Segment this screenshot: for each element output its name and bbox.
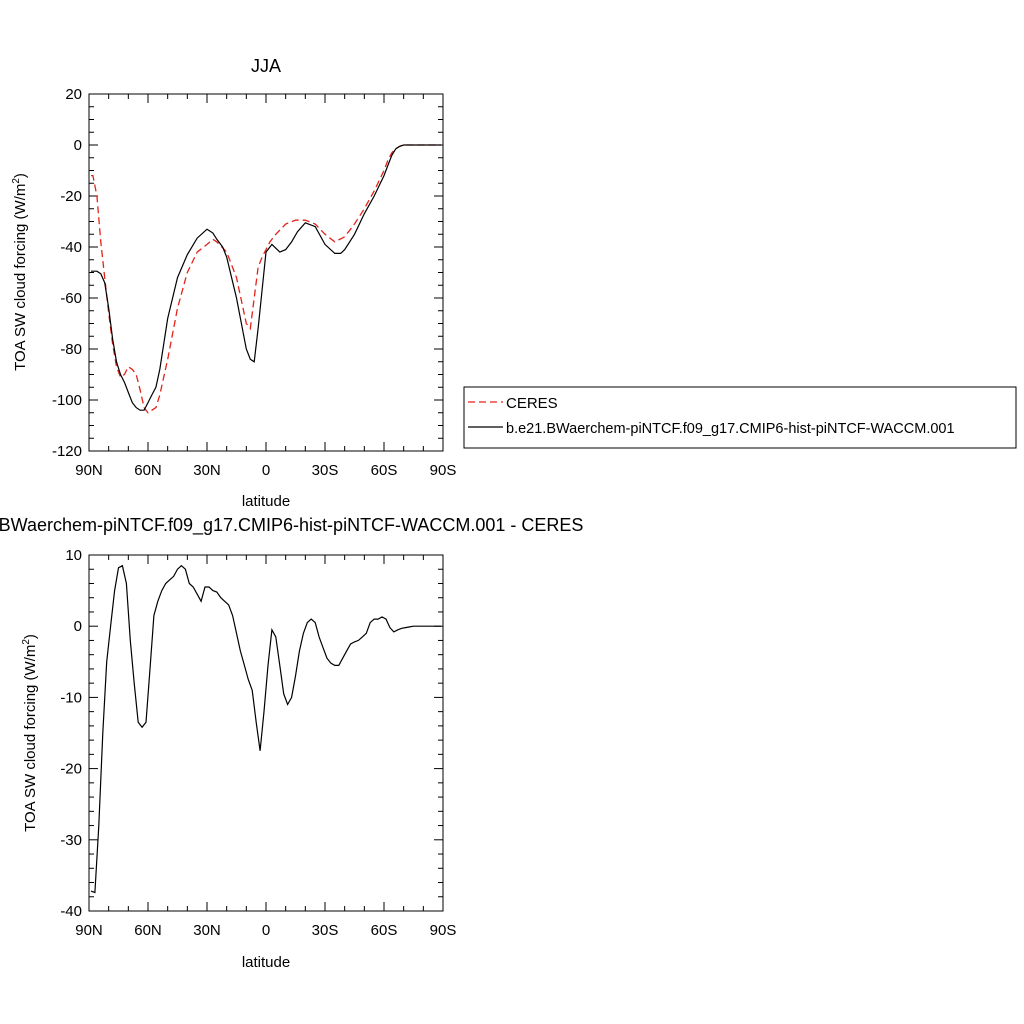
- x-tick-label: 60N: [134, 462, 162, 479]
- y-tick-label: 20: [65, 86, 82, 103]
- y-tick-label: 10: [65, 547, 82, 564]
- series-line-model: [91, 144, 441, 411]
- top-x-axis-label: latitude: [242, 493, 290, 510]
- y-tick-label: -30: [60, 832, 82, 849]
- x-tick-label: 30N: [193, 462, 221, 479]
- y-tick-label: -20: [60, 188, 82, 205]
- top-y-axis-label: TOA SW cloud forcing (W/m2): [11, 173, 29, 371]
- y-tick-label: 0: [74, 137, 82, 154]
- y-tick-label: 0: [74, 618, 82, 635]
- bottom-series-group: [90, 564, 441, 894]
- bottom-plot-frame: [88, 554, 444, 912]
- top-y-ticks: 20 0 -20 -40 -60 -80 -100 -120: [52, 86, 443, 460]
- top-x-ticks: 90N 60N 30N 0 30S 60S 90S: [75, 94, 456, 479]
- x-tick-label: 60N: [134, 922, 162, 939]
- x-tick-label: 60S: [371, 922, 398, 939]
- legend-label-model: b.e21.BWaerchem-piNTCF.f09_g17.CMIP6-his…: [506, 421, 955, 437]
- series-line-difference: [90, 564, 441, 894]
- y-tick-label: -10: [60, 689, 82, 706]
- bottom-x-ticks: 90N 60N 30N 0 30S 60S 90S: [75, 555, 456, 939]
- x-tick-label: 90S: [430, 922, 457, 939]
- bottom-y-ticks: 10 0 -10 -20 -30 -40: [60, 547, 443, 920]
- bottom-x-axis-label: latitude: [242, 954, 290, 971]
- x-tick-label: 90S: [430, 462, 457, 479]
- legend: CERES b.e21.BWaerchem-piNTCF.f09_g17.CMI…: [463, 386, 1017, 449]
- top-panel: JJA 20 0 -20 -40 -60 -80 -100 -120 90N 60N 30N 0 30…: [11, 56, 1017, 510]
- x-tick-label: 30S: [312, 462, 339, 479]
- x-tick-label: 90N: [75, 462, 103, 479]
- legend-box: [463, 386, 1017, 449]
- legend-label-ceres: CERES: [506, 395, 558, 412]
- x-tick-label: 0: [262, 462, 270, 479]
- x-tick-label: 60S: [371, 462, 398, 479]
- bottom-y-axis-label: TOA SW cloud forcing (W/m2): [21, 634, 39, 832]
- y-tick-label: -40: [60, 239, 82, 256]
- y-tick-label: -60: [60, 290, 82, 307]
- y-tick-label: -40: [60, 903, 82, 920]
- series-line-ceres: [91, 144, 441, 414]
- y-tick-label: -80: [60, 341, 82, 358]
- x-tick-label: 0: [262, 922, 270, 939]
- top-title: JJA: [251, 56, 281, 76]
- bottom-title: b.e21.BWaerchem-piNTCF.f09_g17.CMIP6-his…: [0, 515, 583, 536]
- bottom-panel: b.e21.BWaerchem-piNTCF.f09_g17.CMIP6-his…: [0, 515, 583, 971]
- y-tick-label: -120: [52, 443, 82, 460]
- x-tick-label: 30N: [193, 922, 221, 939]
- x-tick-label: 90N: [75, 922, 103, 939]
- x-tick-label: 30S: [312, 922, 339, 939]
- y-tick-label: -100: [52, 392, 82, 409]
- top-series-group: [91, 144, 441, 414]
- y-tick-label: -20: [60, 761, 82, 778]
